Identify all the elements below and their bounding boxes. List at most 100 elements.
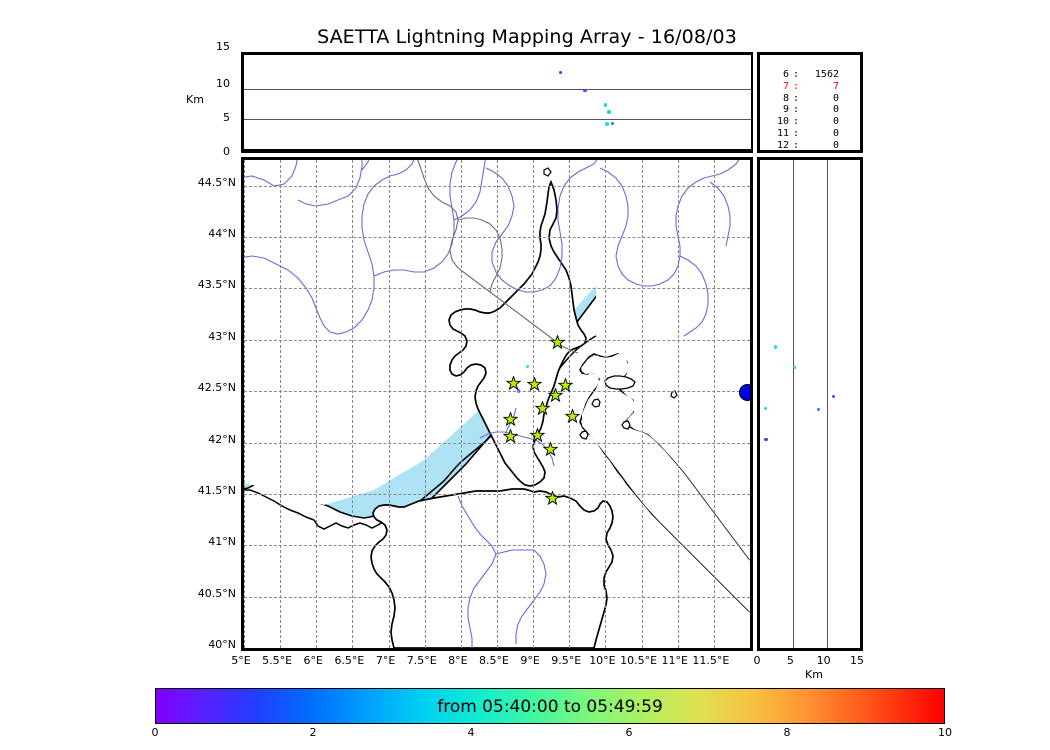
legend-value: 0 (832, 104, 839, 116)
legend-key: 8 (782, 92, 789, 104)
map-point (525, 364, 530, 369)
colorbar-time-range-label: from 05:40:00 to 05:49:59 (437, 697, 663, 717)
legend-key: 11 (776, 127, 789, 139)
top-panel-point (607, 110, 611, 114)
capraia-island (591, 398, 601, 408)
border-fr-it (417, 160, 579, 354)
map-gridline-vertical (424, 160, 426, 648)
colorbar-tick-label: 10 (938, 726, 952, 739)
map-x-tick-label: 8.5°E (479, 654, 509, 667)
right-panel-point (763, 406, 768, 411)
map-y-tick-label: 40.5°N (197, 586, 236, 600)
river-sardinia-4 (495, 549, 534, 555)
map-x-tick-label: 7.5°E (406, 654, 437, 667)
legend-value: 0 (832, 139, 839, 151)
station-star-icon[interactable] (527, 376, 543, 392)
map-panel[interactable] (241, 157, 753, 651)
legend-value: 0 (832, 127, 839, 139)
gridline-10km (244, 88, 751, 90)
right-panel-point (816, 407, 821, 412)
colorbar-tick-label: 0 (151, 726, 159, 739)
map-gridline-vertical (641, 160, 643, 648)
colorbar[interactable]: from 05:40:00 to 05:49:59 (155, 688, 945, 724)
colorbar-tick-label: 6 (625, 726, 633, 739)
legend-key: 7 (782, 80, 789, 92)
station-star-icon[interactable] (564, 408, 580, 424)
map-gridline-horizontal (244, 288, 750, 290)
right-panel-point (764, 437, 768, 442)
small-island-a (621, 420, 631, 430)
legend-key: 10 (776, 116, 789, 128)
right-panel-axis-label: Km (805, 668, 823, 681)
small-island-b (579, 430, 589, 440)
station-star-icon[interactable] (530, 428, 546, 443)
map-gridline-vertical (569, 160, 571, 648)
map-gridline-vertical (388, 160, 390, 648)
colorbar-tick-label: 4 (467, 726, 475, 739)
station-star-icon[interactable] (549, 334, 565, 350)
page-title: SAETTA Lightning Mapping Array - 16/08/0… (0, 26, 1050, 48)
map-x-tick-label: 9°E (520, 654, 540, 667)
map-y-tick-label: 43.5°N (197, 278, 236, 292)
legend-row: 10: 0 (768, 116, 840, 128)
map-gridline-vertical (677, 160, 679, 648)
station-star-icon[interactable] (503, 411, 519, 427)
legend-key: 6 (782, 69, 789, 80)
tuscany-landmass (596, 160, 750, 560)
map-gridline-horizontal (244, 339, 750, 341)
map-y-tick-label: 40°N (208, 638, 236, 651)
colorbar-gradient (155, 688, 945, 724)
right-panel-x-tick-label: 15 (850, 654, 864, 667)
river-11 (709, 181, 731, 247)
map-x-tick-label: 11.5°E (692, 654, 730, 667)
legend-key: 12 (776, 139, 789, 151)
map-gridline-vertical (316, 160, 318, 648)
top-panel-point (605, 122, 609, 126)
river-sardinia-1 (457, 495, 497, 555)
station-star-icon[interactable] (544, 491, 560, 506)
top-panel-axis-label: Km (186, 93, 204, 106)
map-y-tick-label: 44°N (208, 227, 236, 241)
station-count-table: 6:1562 7:7 8:0 9:0 10:0 11:0 12:0 (768, 69, 840, 152)
colorbar-tick-label: 8 (783, 726, 791, 739)
gridline-10km-vertical (826, 160, 828, 648)
station-star-icon[interactable] (535, 400, 551, 416)
right-panel-point (792, 365, 797, 370)
legend-separator: : (792, 139, 800, 151)
map-gridline-vertical (352, 160, 354, 648)
map-x-tick-label: 8°E (448, 654, 468, 667)
station-star-icon[interactable] (547, 388, 563, 403)
altitude-longitude-panel (241, 52, 753, 153)
river-8 (541, 160, 598, 291)
river-6 (453, 160, 486, 221)
map-gridline-vertical (605, 160, 607, 648)
colorbar-tick-label: 2 (309, 726, 317, 739)
rivers-layer (244, 160, 740, 648)
map-x-tick-label: 9.5°E (551, 654, 582, 667)
legend-row: 6: 1562 (768, 69, 840, 81)
legend-row: 9: 0 (768, 104, 840, 116)
map-x-tick-label: 7°E (375, 654, 396, 667)
map-y-tick-label: 43°N (208, 329, 236, 343)
river-10 (679, 255, 709, 337)
station-star-icon[interactable] (543, 441, 559, 457)
legend-value: 7 (832, 80, 839, 92)
station-star-icon[interactable] (505, 375, 521, 391)
corsica-landmass (448, 179, 587, 487)
map-x-tick-label: 5.5°E (262, 654, 293, 667)
river-sardinia-2 (467, 553, 497, 648)
station-star-icon[interactable] (558, 378, 574, 393)
map-y-tick-label: 41.5°N (197, 483, 236, 497)
legend-value: 0 (832, 92, 839, 104)
legend-separator: : (792, 127, 800, 139)
map-geography (244, 160, 750, 648)
page-title-text: SAETTA Lightning Mapping Array - 16/08/0… (317, 26, 737, 48)
map-gridline-horizontal (244, 545, 750, 547)
map-gridline-horizontal (244, 237, 750, 239)
river-9 (599, 160, 740, 287)
map-gridline-vertical (533, 160, 535, 648)
map-gridline-horizontal (244, 493, 750, 495)
right-panel-point (773, 345, 778, 349)
map-large-source-dot (738, 383, 750, 401)
station-star-icon[interactable] (502, 429, 518, 444)
